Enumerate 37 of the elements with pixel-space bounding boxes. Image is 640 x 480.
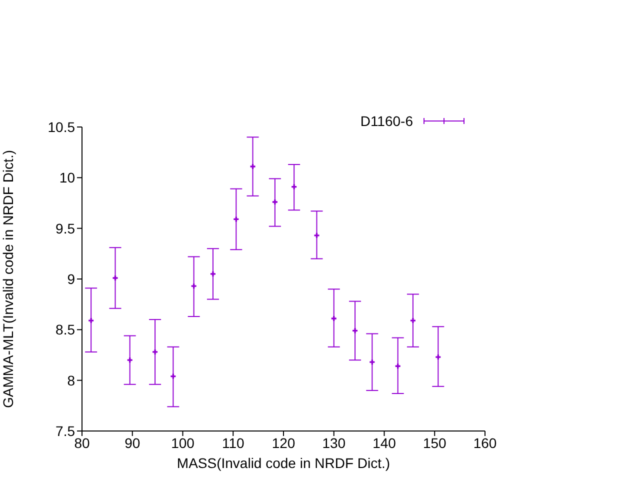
- x-tick-label: 120: [272, 434, 296, 451]
- y-tick-label: 9: [67, 270, 76, 287]
- y-axis-title: GAMMA-MLT(Invalid code in NRDF Dict.): [0, 150, 16, 408]
- point: [210, 271, 216, 276]
- y-tick-label: 9.5: [56, 220, 76, 236]
- x-tick-label: 100: [171, 434, 195, 451]
- y-tick-label: 10: [59, 170, 76, 186]
- point: [370, 360, 375, 365]
- point: [191, 284, 196, 289]
- x-tick-label: 160: [473, 434, 497, 451]
- x-tick-label: 110: [222, 434, 244, 451]
- point: [112, 275, 118, 280]
- y-tick-label: 7.5: [56, 422, 76, 439]
- point: [170, 374, 176, 379]
- point: [234, 216, 239, 222]
- point: [292, 184, 297, 190]
- point: [152, 349, 158, 354]
- point: [272, 199, 278, 204]
- x-tick-label: 140: [372, 434, 396, 451]
- legend-label: D1160-6: [360, 113, 413, 129]
- point: [250, 164, 256, 170]
- y-tick-label: 10.5: [48, 118, 76, 135]
- point: [410, 318, 416, 324]
- y-tick-label: 8: [67, 372, 76, 388]
- x-tick-label: 130: [322, 434, 346, 451]
- x-axis-title: MASS(Invalid code in NRDF Dict.): [176, 455, 390, 471]
- point: [436, 354, 441, 360]
- point: [331, 316, 336, 322]
- point: [88, 318, 94, 324]
- point: [352, 328, 358, 334]
- x-tick-label: 90: [124, 434, 140, 451]
- x-tick-label: 150: [422, 434, 447, 451]
- point: [314, 232, 320, 238]
- y-tick-label: 8.5: [56, 322, 76, 338]
- point: [395, 364, 400, 369]
- point: [127, 358, 132, 363]
- x-tick-label: 80: [74, 434, 90, 451]
